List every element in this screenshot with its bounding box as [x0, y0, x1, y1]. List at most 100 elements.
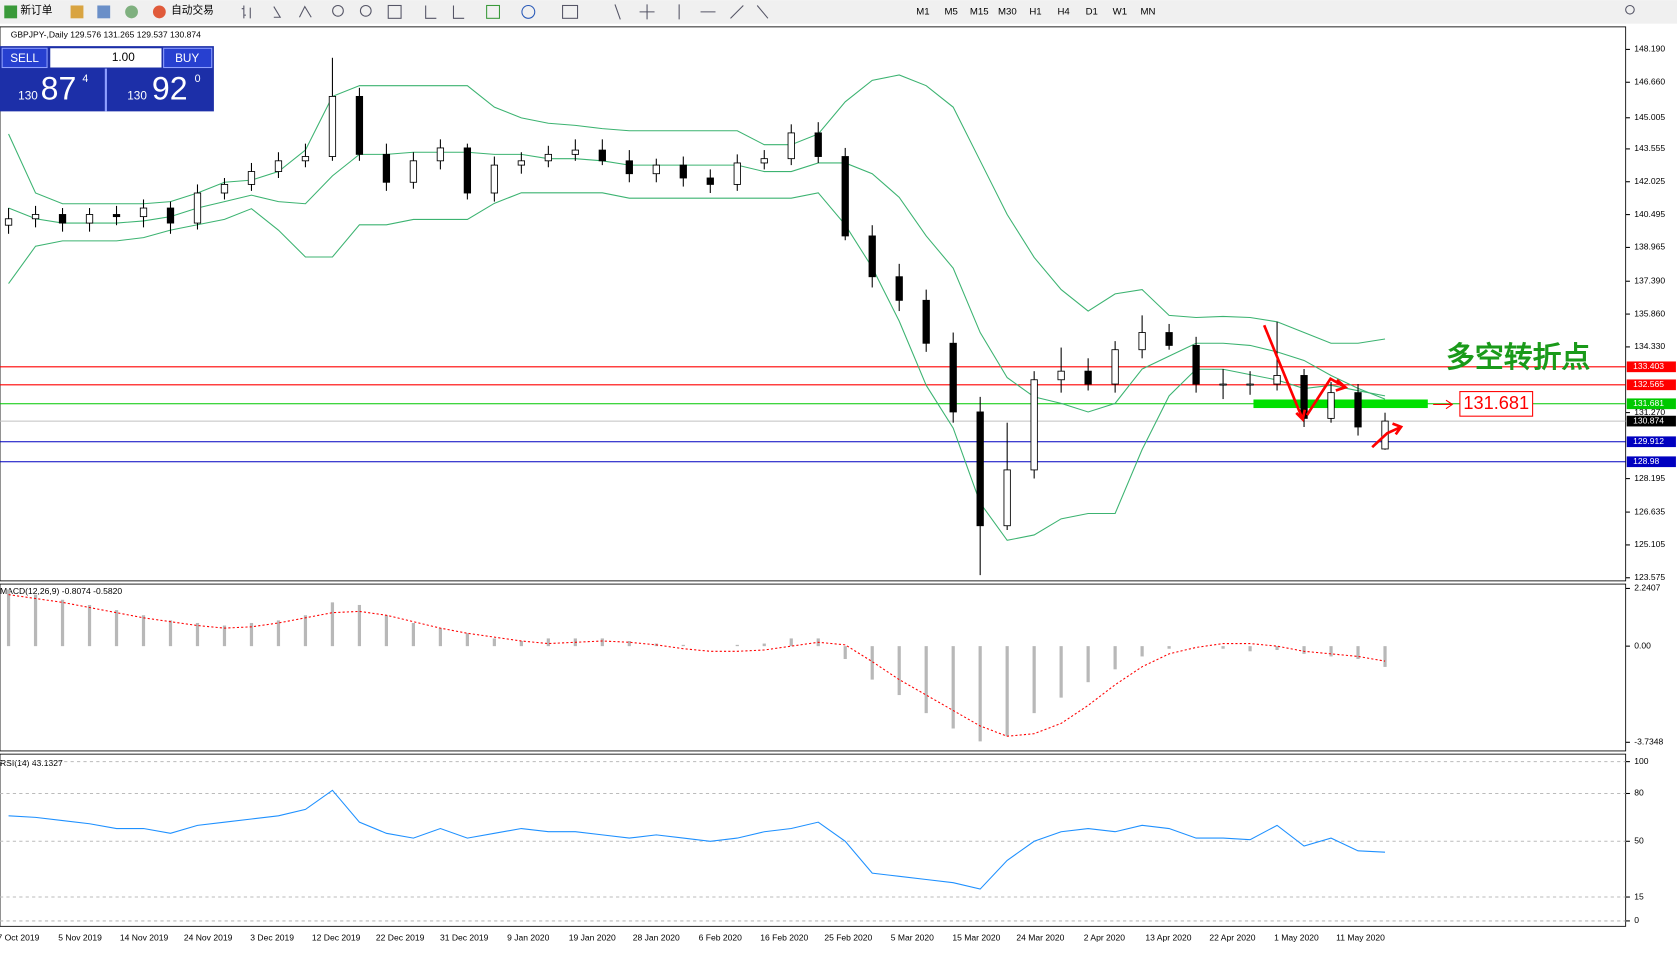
- divider: [104, 68, 107, 112]
- candle-body: [220, 183, 229, 194]
- candle-body: [598, 149, 606, 162]
- sell-price-big[interactable]: 130: [18, 90, 38, 103]
- icon[interactable]: [521, 4, 536, 19]
- auto-trading[interactable]: 自动交易: [171, 4, 214, 17]
- timeframe[interactable]: MN: [1141, 6, 1156, 17]
- candle-body: [58, 214, 67, 224]
- candle-body: [868, 235, 876, 278]
- x-tick-label: 1 May 2020: [1274, 932, 1319, 942]
- y-tick-label: 134.330: [1634, 341, 1665, 351]
- level-label: 129.912: [1633, 436, 1664, 446]
- sell-label[interactable]: SELL: [10, 52, 39, 65]
- icon[interactable]: [152, 5, 166, 19]
- timeframe[interactable]: M30: [998, 6, 1017, 17]
- x-tick-label: 22 Dec 2019: [376, 932, 425, 942]
- candle-body: [814, 132, 822, 157]
- candle-body: [787, 132, 795, 160]
- bollinger-band: [8, 151, 1386, 413]
- icon[interactable]: [387, 4, 402, 19]
- candle-body: [436, 147, 445, 162]
- candle-body: [1030, 379, 1038, 471]
- buy-price-big[interactable]: 130: [127, 90, 147, 103]
- candle-body: [274, 160, 283, 172]
- support-bar: [1253, 399, 1428, 409]
- lot-value[interactable]: 1.00: [112, 51, 135, 64]
- icon[interactable]: [1625, 4, 1635, 15]
- candle-body: [247, 171, 256, 185]
- icon[interactable]: [359, 4, 372, 17]
- x-tick-label: 19 Jan 2020: [569, 932, 616, 942]
- x-tick-label: 24 Mar 2020: [1016, 932, 1064, 942]
- icon[interactable]: [486, 4, 500, 19]
- timeframes: M1 M5 M15 M30 H1 H4 D1 W1 MN: [916, 6, 1155, 17]
- sell-price-main[interactable]: 87: [41, 71, 77, 107]
- buy-button[interactable]: [163, 47, 213, 69]
- candle-body: [139, 207, 148, 218]
- icon[interactable]: [241, 5, 312, 19]
- candle-body: [382, 153, 391, 183]
- lot-input[interactable]: [50, 48, 162, 68]
- trade-panel: SELL 1.00 BUY 130 87 4 130 92 0: [0, 46, 214, 112]
- candle-body: [1327, 392, 1335, 419]
- buy-label[interactable]: BUY: [175, 52, 199, 65]
- timeframe[interactable]: M1: [916, 6, 929, 17]
- rsi-panel: [0, 753, 1627, 927]
- candle-body: [1111, 349, 1119, 385]
- candle-body: [355, 95, 364, 155]
- candle-body: [490, 164, 499, 194]
- toolbar-icons: [241, 4, 1635, 20]
- turning-point-label: 多空转折点: [1446, 341, 1590, 374]
- candle-body: [625, 160, 633, 175]
- level-box: [1459, 391, 1534, 417]
- candle-body: [841, 156, 849, 237]
- icon[interactable]: [4, 5, 18, 19]
- icon[interactable]: [97, 5, 111, 19]
- candle-body: [517, 160, 525, 166]
- y-tick-label: 15: [1634, 891, 1644, 901]
- timeframe[interactable]: W1: [1113, 6, 1127, 17]
- y-tick-label: 128.195: [1634, 473, 1665, 483]
- candle-body: [1354, 392, 1362, 428]
- icon[interactable]: [562, 4, 579, 19]
- candle-body: [895, 276, 903, 301]
- y-tick-label: -3.7348: [1634, 737, 1663, 747]
- candle-body: [4, 218, 13, 226]
- y-tick-label: 135.860: [1634, 308, 1665, 318]
- buy-price-main[interactable]: 92: [152, 71, 188, 107]
- sell-price-sup[interactable]: 4: [82, 73, 88, 85]
- candle-body: [1057, 370, 1065, 381]
- icon[interactable]: [70, 5, 84, 19]
- timeframe[interactable]: H1: [1029, 6, 1041, 17]
- chart-title: GBPJPY-,Daily 129.576 131.265 129.537 13…: [11, 30, 201, 40]
- y-tick-label: 0.00: [1634, 640, 1651, 650]
- new-order[interactable]: 新订单: [20, 4, 52, 17]
- candle-body: [571, 149, 579, 155]
- buy-price-sup[interactable]: 0: [195, 73, 201, 85]
- timeframe[interactable]: M5: [944, 6, 957, 17]
- y-tick-label: 146.660: [1634, 77, 1665, 87]
- candle-body: [1084, 370, 1092, 385]
- y-tick-label: 145.005: [1634, 112, 1665, 122]
- timeframe[interactable]: D1: [1086, 6, 1098, 17]
- icon[interactable]: [332, 4, 344, 17]
- candle-body: [409, 160, 418, 183]
- candle-body: [193, 192, 202, 224]
- level-box-label: 131.681: [1463, 393, 1529, 413]
- candle-body: [679, 164, 687, 179]
- icon[interactable]: [125, 5, 138, 19]
- sell-button[interactable]: [1, 47, 48, 69]
- icon[interactable]: [425, 4, 769, 20]
- timeframe[interactable]: M15: [970, 6, 989, 17]
- x-tick-label: 12 Dec 2019: [312, 932, 361, 942]
- candle-body: [1192, 344, 1200, 385]
- x-tick-label: 3 Dec 2019: [250, 932, 294, 942]
- y-tick-label: 137.390: [1634, 275, 1665, 285]
- x-tick-label: 22 Apr 2020: [1209, 932, 1255, 942]
- timeframe[interactable]: H4: [1057, 6, 1070, 17]
- x-tick-label: 11 May 2020: [1336, 932, 1385, 942]
- candle-body: [1273, 375, 1281, 385]
- y-tick-label: 138.965: [1634, 242, 1665, 252]
- x-tick-label: 14 Nov 2019: [120, 932, 169, 942]
- x-tick-label: 16 Feb 2020: [760, 932, 808, 942]
